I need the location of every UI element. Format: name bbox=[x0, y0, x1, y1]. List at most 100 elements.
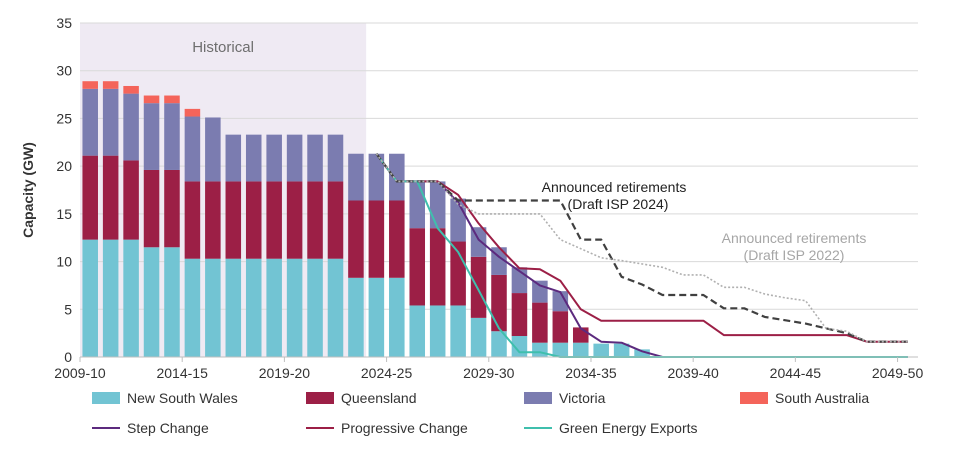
bar-new-south-wales bbox=[368, 277, 385, 357]
annotation-isp2022-line2: (Draft ISP 2022) bbox=[744, 247, 845, 263]
bar-new-south-wales bbox=[245, 258, 262, 357]
x-tick-label: 2024-25 bbox=[361, 365, 413, 381]
bar-victoria bbox=[205, 117, 221, 182]
y-tick-label: 20 bbox=[56, 158, 72, 174]
bar-queensland bbox=[491, 274, 507, 332]
bar-new-south-wales bbox=[572, 342, 589, 357]
y-tick-label: 25 bbox=[56, 110, 72, 126]
bar-south-australia bbox=[184, 108, 201, 117]
x-tick-label: 2034-35 bbox=[565, 365, 617, 381]
bar-new-south-wales bbox=[552, 342, 569, 357]
legend-swatch bbox=[306, 392, 334, 404]
bar-new-south-wales bbox=[184, 258, 201, 357]
legend-swatch bbox=[92, 392, 120, 404]
bar-victoria bbox=[307, 134, 323, 182]
bar-south-australia bbox=[123, 85, 139, 94]
bar-victoria bbox=[552, 291, 569, 312]
y-tick-label: 0 bbox=[64, 349, 72, 365]
bar-new-south-wales bbox=[389, 277, 405, 357]
historical-shading-layer: Historical bbox=[80, 23, 367, 357]
bar-new-south-wales bbox=[205, 258, 221, 357]
bar-new-south-wales bbox=[593, 343, 609, 357]
bar-victoria bbox=[143, 103, 160, 170]
annotation-isp2022-line1: Announced retirements bbox=[722, 230, 867, 246]
x-tick-label: 2049-50 bbox=[872, 365, 924, 381]
legend: New South Wales Queensland Victoria South A… bbox=[92, 390, 869, 436]
bar-new-south-wales bbox=[102, 239, 119, 357]
axes: 0 5 10 15 20 25 30 35 2009-10 2014-15 2019-20 2024-… bbox=[20, 15, 923, 381]
x-tick-label: 2014-15 bbox=[156, 365, 208, 381]
legend-label: Victoria bbox=[559, 390, 606, 406]
bar-victoria bbox=[164, 103, 180, 170]
bar-south-australia bbox=[102, 81, 119, 89]
legend-label: Green Energy Exports bbox=[559, 420, 698, 436]
bar-queensland bbox=[164, 169, 180, 248]
bar-queensland bbox=[327, 181, 344, 259]
y-tick-label: 5 bbox=[64, 301, 72, 317]
bar-queensland bbox=[348, 200, 364, 278]
y-tick-label: 10 bbox=[56, 254, 72, 270]
y-tick-label: 35 bbox=[56, 15, 72, 31]
bar-queensland bbox=[82, 155, 98, 240]
bar-queensland bbox=[143, 169, 160, 248]
bar-new-south-wales bbox=[613, 343, 630, 357]
bar-victoria bbox=[102, 88, 119, 156]
x-tick-label: 2044-45 bbox=[770, 365, 822, 381]
bar-victoria bbox=[450, 198, 466, 242]
bar-new-south-wales bbox=[470, 317, 487, 357]
scenario-lines bbox=[375, 153, 908, 358]
annotation-isp2024-line2: (Draft ISP 2024) bbox=[568, 196, 669, 212]
bar-queensland bbox=[286, 181, 303, 259]
bar-victoria bbox=[225, 134, 242, 182]
bar-new-south-wales bbox=[634, 349, 650, 357]
bar-victoria bbox=[286, 134, 303, 182]
bar-queensland bbox=[266, 181, 282, 259]
y-tick-label: 30 bbox=[56, 63, 72, 79]
bar-queensland bbox=[368, 200, 385, 278]
x-tick-label: 2019-20 bbox=[259, 365, 311, 381]
bar-new-south-wales bbox=[327, 258, 344, 357]
bar-victoria bbox=[409, 181, 426, 229]
legend-label: Step Change bbox=[127, 420, 209, 436]
bar-victoria bbox=[368, 153, 385, 201]
line-announced-retirements-draft-isp-2022 bbox=[375, 153, 908, 343]
y-tick-label: 15 bbox=[56, 206, 72, 222]
bar-queensland bbox=[184, 181, 201, 259]
bar-victoria bbox=[470, 227, 487, 257]
bar-victoria bbox=[429, 181, 446, 229]
annotations: Announced retirements(Draft ISP 2024)Ann… bbox=[542, 179, 867, 263]
x-tick-label: 2039-40 bbox=[667, 365, 719, 381]
bar-victoria bbox=[327, 134, 344, 182]
bar-queensland bbox=[552, 311, 569, 343]
bar-queensland bbox=[572, 327, 589, 343]
bar-victoria bbox=[123, 93, 139, 161]
bar-new-south-wales bbox=[225, 258, 242, 357]
legend-swatch bbox=[740, 392, 768, 404]
bar-queensland bbox=[429, 228, 446, 306]
bar-new-south-wales bbox=[348, 277, 364, 357]
bar-queensland bbox=[225, 181, 242, 259]
bar-queensland bbox=[389, 200, 405, 278]
bar-victoria bbox=[184, 116, 201, 182]
bar-victoria bbox=[532, 280, 548, 303]
bar-victoria bbox=[389, 153, 405, 201]
bar-new-south-wales bbox=[143, 247, 160, 357]
x-tick-label: 2029-30 bbox=[463, 365, 515, 381]
bar-new-south-wales bbox=[429, 305, 446, 357]
bar-victoria bbox=[82, 88, 98, 156]
bar-queensland bbox=[245, 181, 262, 259]
legend-label: Queensland bbox=[341, 390, 417, 406]
legend-label: Progressive Change bbox=[341, 420, 468, 436]
bar-queensland bbox=[102, 155, 119, 240]
bar-new-south-wales bbox=[307, 258, 323, 357]
bar-new-south-wales bbox=[266, 258, 282, 357]
bar-queensland bbox=[123, 160, 139, 240]
bar-victoria bbox=[245, 134, 262, 182]
legend-label: New South Wales bbox=[127, 390, 238, 406]
annotation-isp2024-line1: Announced retirements bbox=[542, 179, 687, 195]
bar-new-south-wales bbox=[123, 239, 139, 357]
historical-label: Historical bbox=[192, 39, 254, 56]
bar-queensland bbox=[532, 302, 548, 343]
legend-swatch bbox=[524, 392, 552, 404]
